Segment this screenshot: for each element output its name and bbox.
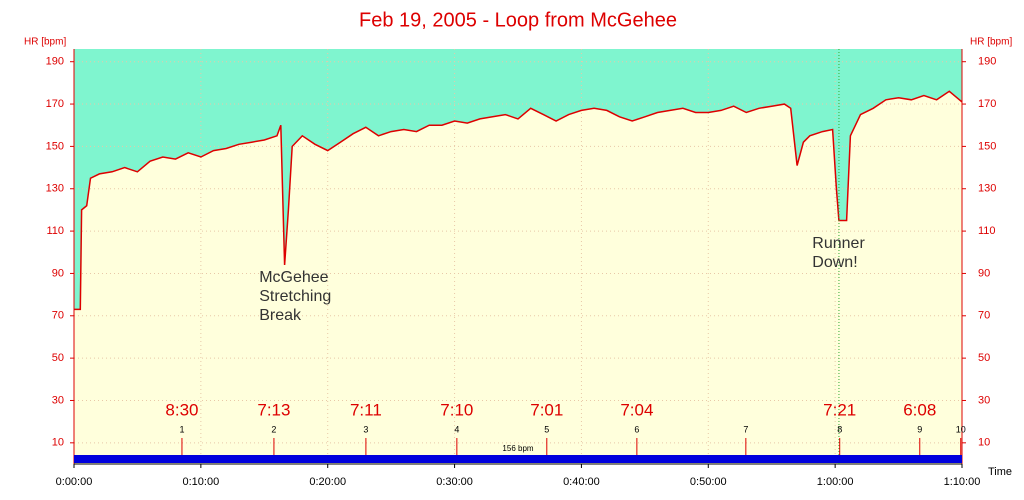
x-tick-label: 1:00:00 bbox=[817, 476, 854, 488]
lap-pace: 8:30 bbox=[165, 400, 198, 419]
y2-tick-label: 70 bbox=[978, 310, 990, 322]
y-tick-label: 190 bbox=[46, 56, 64, 68]
y2-tick-label: 170 bbox=[978, 98, 996, 110]
y-tick-label: 150 bbox=[46, 140, 64, 152]
hr-line bbox=[74, 90, 963, 311]
y2-tick-label: 30 bbox=[978, 394, 990, 406]
annotation: Break bbox=[259, 307, 302, 324]
lap-pace: 7:04 bbox=[620, 400, 653, 419]
x-tick-label: 1:10:00 bbox=[944, 476, 981, 488]
lap-pace: 7:21 bbox=[823, 400, 856, 419]
y2-tick-label: 190 bbox=[978, 56, 996, 68]
y-tick-label: 170 bbox=[46, 98, 64, 110]
x-tick-label: 0:30:00 bbox=[436, 476, 473, 488]
annotation: Stretching bbox=[259, 288, 331, 305]
annotation: Down! bbox=[812, 254, 857, 271]
x-tick-label: 0:10:00 bbox=[183, 476, 220, 488]
y2-tick-label: 110 bbox=[978, 225, 996, 237]
y2-tick-label: 90 bbox=[978, 267, 990, 279]
lap-pace: 7:11 bbox=[350, 400, 382, 419]
y-tick-label: 10 bbox=[52, 437, 64, 449]
y-tick-label: 110 bbox=[46, 225, 64, 237]
x-tick-label: 0:50:00 bbox=[690, 476, 727, 488]
y-tick-label: 90 bbox=[52, 267, 64, 279]
lap-number: 7 bbox=[743, 424, 748, 434]
y2-tick-label: 130 bbox=[978, 183, 996, 195]
y-tick-label: 50 bbox=[52, 352, 64, 364]
lap-number: 10 bbox=[956, 424, 966, 434]
lap-number: 2 bbox=[271, 424, 276, 434]
average-label: 156 bpm bbox=[502, 444, 533, 453]
y-axis-label: HR [bpm] bbox=[24, 37, 66, 48]
lap-pace: 7:13 bbox=[257, 400, 290, 419]
y-tick-label: 130 bbox=[46, 183, 64, 195]
lap-number: 4 bbox=[454, 424, 459, 434]
lap-pace: 7:01 bbox=[530, 400, 563, 419]
lap-number: 9 bbox=[917, 424, 922, 434]
annotation: McGehee bbox=[259, 269, 328, 286]
y2-axis-label: HR [bpm] bbox=[970, 37, 1012, 48]
lap-number: 8 bbox=[837, 424, 842, 434]
x-axis-label: Time bbox=[988, 466, 1012, 478]
y-tick-label: 70 bbox=[52, 310, 64, 322]
y2-tick-label: 50 bbox=[978, 352, 990, 364]
lap-number: 3 bbox=[363, 424, 368, 434]
annotation: Runner bbox=[812, 235, 865, 252]
x-tick-label: 0:20:00 bbox=[309, 476, 346, 488]
average-bar bbox=[74, 455, 962, 463]
area-fill bbox=[74, 91, 962, 465]
chart-title: Feb 19, 2005 - Loop from McGehee bbox=[359, 9, 677, 31]
lap-pace: 7:10 bbox=[440, 400, 473, 419]
y2-tick-label: 150 bbox=[978, 140, 996, 152]
y-tick-label: 30 bbox=[52, 394, 64, 406]
lap-pace: 6:08 bbox=[903, 400, 936, 419]
x-tick-label: 0:00:00 bbox=[56, 476, 93, 488]
lap-number: 5 bbox=[544, 424, 549, 434]
lap-number: 1 bbox=[179, 424, 184, 434]
y2-tick-label: 10 bbox=[978, 437, 990, 449]
x-tick-label: 0:40:00 bbox=[563, 476, 600, 488]
lap-number: 6 bbox=[634, 424, 639, 434]
